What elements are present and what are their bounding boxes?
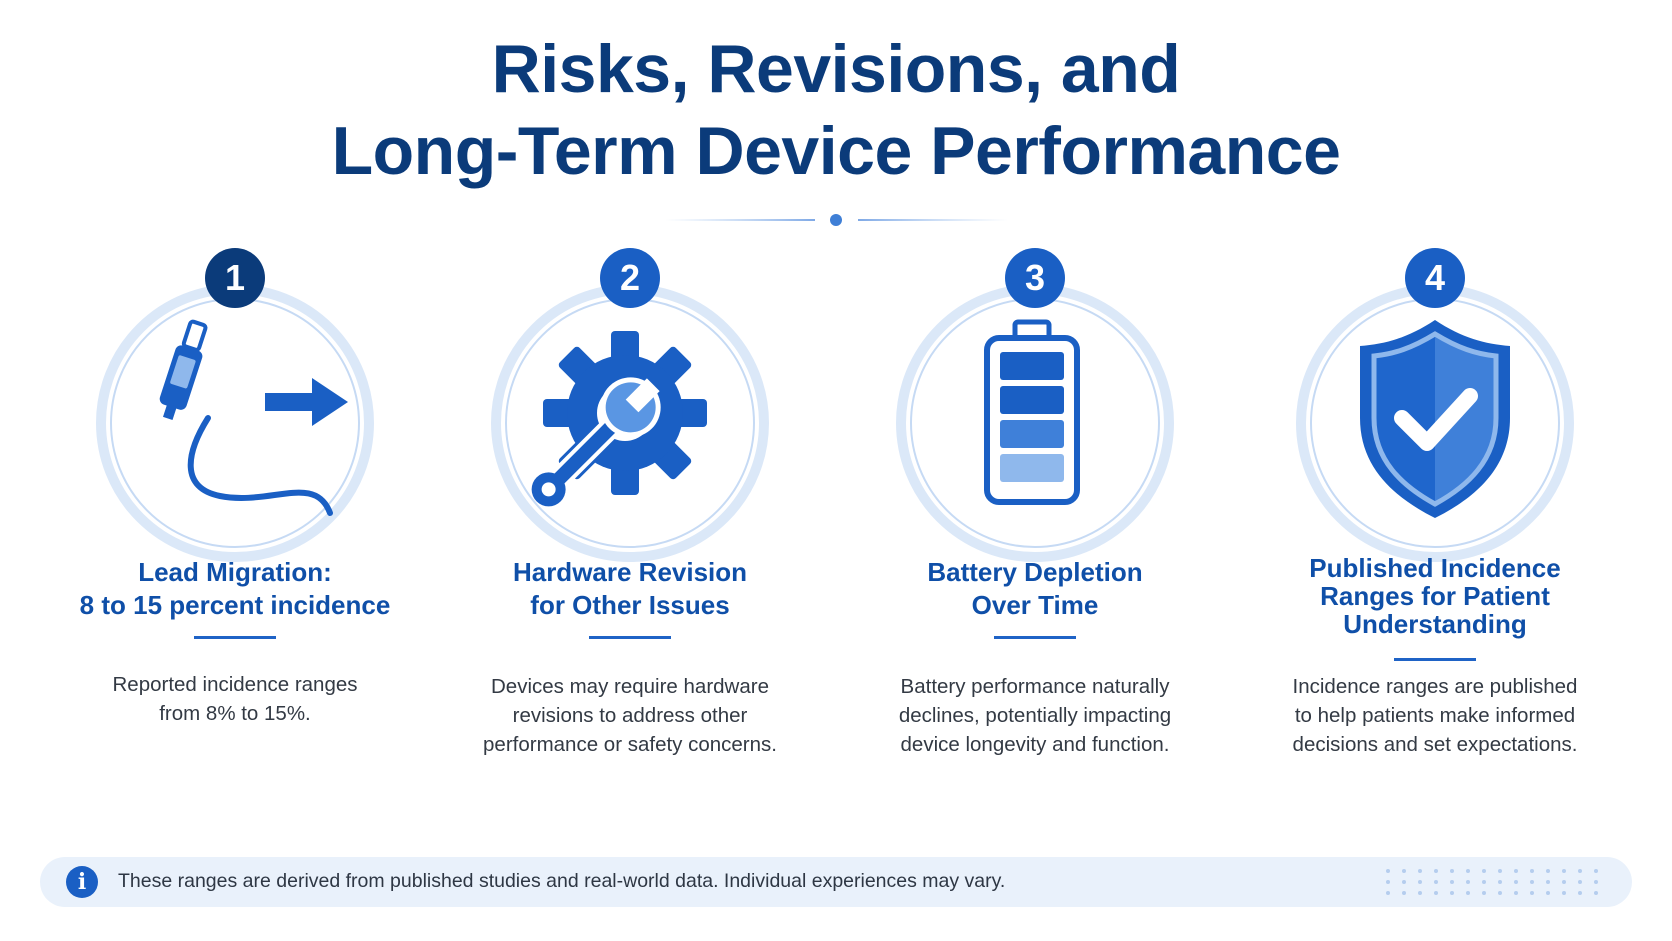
title-divider: [665, 214, 1008, 226]
card-title: Published Incidence Ranges for Patient U…: [1255, 554, 1615, 638]
card-description-line: Reported incidence ranges: [112, 673, 358, 696]
card-description: Battery performance naturally declines, …: [855, 672, 1215, 759]
card-lead-migration: 1 Lead Migration: 8 to 15 percent incide…: [55, 248, 415, 788]
info-icon: i: [66, 866, 98, 898]
step-number-badge: 2: [600, 248, 660, 308]
card-description-line: device longevity and function.: [900, 733, 1170, 756]
card-hardware-revision: 2 Hardware Revision for Other Issues: [450, 248, 810, 788]
lead-migration-icon: [96, 284, 374, 562]
card-title-line: Hardware Revision: [512, 557, 748, 587]
card-title-line: for Other Issues: [530, 590, 730, 620]
footer-note: i These ranges are derived from publishe…: [40, 857, 1632, 907]
card-description-line: Devices may require hardware: [490, 675, 769, 698]
card-description-line: Incidence ranges are published: [1292, 675, 1578, 698]
title-line-2: Long-Term Device Performance: [331, 113, 1341, 189]
card-battery-depletion: 3 Battery Depletion Over Time Battery pe…: [855, 248, 1215, 788]
card-description-line: to help patients make informed: [1294, 704, 1576, 727]
card-title-line: Battery Depletion: [927, 557, 1143, 587]
card-accent-bar: [589, 636, 671, 639]
step-number-badge: 1: [205, 248, 265, 308]
shield-check-icon: [1296, 284, 1574, 562]
card-title-line: Published Incidence: [1309, 553, 1561, 583]
card-title-line: Ranges for Patient: [1320, 581, 1550, 611]
card-title: Lead Migration: 8 to 15 percent incidenc…: [55, 556, 415, 622]
card-description-line: Battery performance naturally: [900, 675, 1170, 698]
page-title: Risks, Revisions, and Long-Term Device P…: [0, 28, 1672, 192]
card-description-line: performance or safety concerns.: [483, 733, 777, 756]
card-accent-bar: [1394, 658, 1476, 661]
card-title: Battery Depletion Over Time: [855, 556, 1215, 622]
footer-text: These ranges are derived from published …: [118, 870, 1006, 892]
card-description-line: decisions and set expectations.: [1292, 733, 1578, 756]
card-title: Hardware Revision for Other Issues: [450, 556, 810, 622]
card-description-line: declines, potentially impacting: [898, 704, 1172, 727]
card-title-line: 8 to 15 percent incidence: [79, 590, 391, 620]
step-number-badge: 3: [1005, 248, 1065, 308]
card-title-line: Over Time: [971, 590, 1099, 620]
card-description-line: from 8% to 15%.: [159, 702, 311, 725]
card-description: Incidence ranges are published to help p…: [1255, 672, 1615, 759]
card-description: Devices may require hardware revisions t…: [450, 672, 810, 759]
card-accent-bar: [194, 636, 276, 639]
card-description: Reported incidence ranges from 8% to 15%…: [55, 670, 415, 728]
card-accent-bar: [994, 636, 1076, 639]
battery-icon: [896, 284, 1174, 562]
card-description-line: revisions to address other: [512, 704, 748, 727]
dot-pattern-decoration: [1386, 869, 1598, 895]
card-title-line: Lead Migration:: [138, 557, 332, 587]
gear-wrench-icon: [491, 284, 769, 562]
card-title-line: Understanding: [1343, 609, 1527, 639]
step-number-badge: 4: [1405, 248, 1465, 308]
title-line-1: Risks, Revisions, and: [491, 31, 1181, 107]
card-published-incidence: 4 Published Incidence Ranges for Patient…: [1255, 248, 1615, 788]
